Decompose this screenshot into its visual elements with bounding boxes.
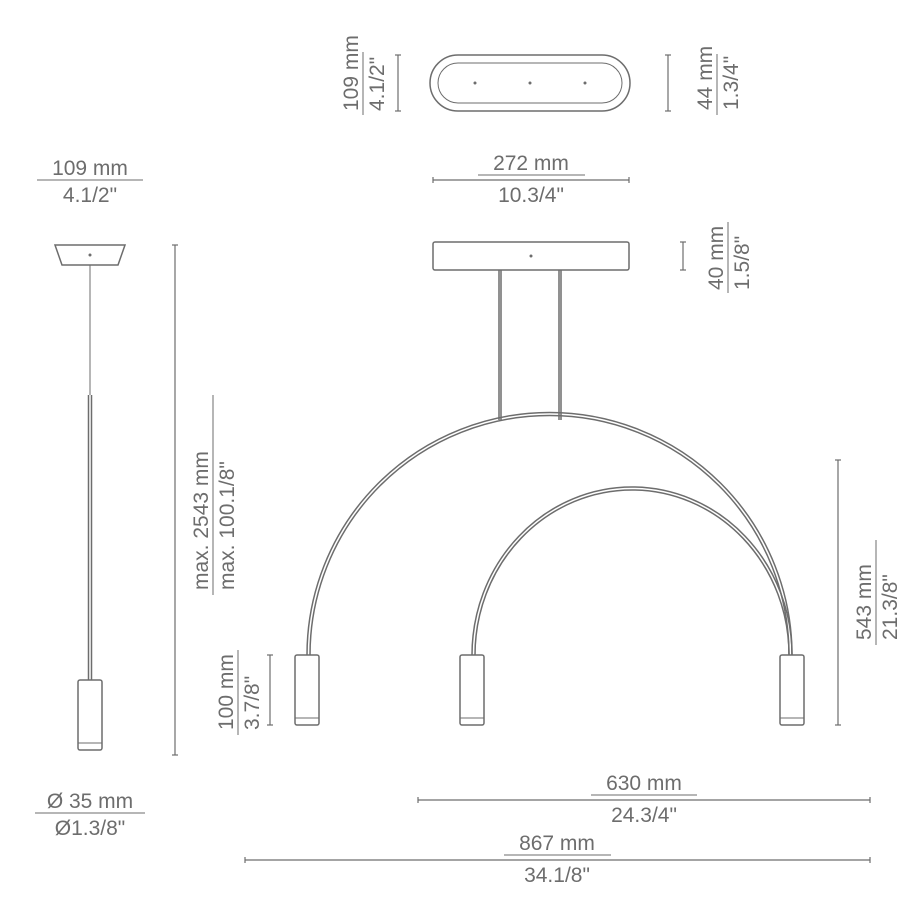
pendant-canopy-in: 4.1/2" [63, 184, 117, 207]
pendant-height-in: max. 100.1/8" [216, 461, 239, 590]
inner-span-dim: 630 mm 24.3/4" [418, 772, 870, 827]
pendant-height-mm: max. 2543 mm [190, 451, 213, 590]
canopy-plan-depth-in: 1.3/4" [720, 56, 743, 110]
inner-span-in: 24.3/4" [611, 804, 677, 827]
pendant-side-view [55, 245, 125, 750]
canopy-plan-width-in: 4.1/2" [366, 57, 389, 111]
cyl-h-in: 3.7/8" [241, 676, 264, 730]
inner-span-mm: 630 mm [606, 772, 682, 795]
canopy-h-mm: 40 mm [705, 226, 728, 290]
canopy-plan-view [430, 55, 630, 111]
canopy-width-in: 10.3/4" [498, 184, 564, 207]
pendant-dia-mm: Ø 35 mm [47, 790, 133, 813]
arch-h-mm: 543 mm [853, 564, 876, 640]
technical-drawing: 109 mm 4.1/2" 44 mm 1.3/4" 272 mm 10.3/4… [0, 0, 921, 921]
cylinder-height-dim: 100 mm 3.7/8" [215, 650, 273, 735]
canopy-plan-depth-dim: 44 mm 1.3/4" [665, 46, 743, 115]
pendant-diameter-dim: Ø 35 mm Ø1.3/8" [35, 790, 145, 840]
outer-span-in: 34.1/8" [524, 864, 590, 887]
pendant-canopy-dim: 109 mm 4.1/2" [37, 157, 143, 207]
arch-h-in: 21.3/8" [879, 574, 902, 640]
cyl-h-mm: 100 mm [215, 654, 238, 730]
main-fixture-side-view [295, 242, 804, 725]
outer-span-dim: 867 mm 34.1/8" [245, 832, 870, 887]
outer-span-mm: 867 mm [519, 832, 595, 855]
pendant-dia-in: Ø1.3/8" [55, 817, 126, 840]
canopy-plan-depth-mm: 44 mm [694, 46, 717, 110]
canopy-plan-width-dim: 109 mm 4.1/2" [340, 35, 401, 115]
canopy-height-dim: 40 mm 1.5/8" [680, 222, 754, 293]
canopy-plan-width-mm: 109 mm [340, 35, 363, 111]
canopy-h-in: 1.5/8" [731, 236, 754, 290]
pendant-canopy-mm: 109 mm [52, 157, 128, 180]
canopy-width-dim: 272 mm 10.3/4" [433, 152, 629, 207]
canopy-width-mm: 272 mm [493, 152, 569, 175]
arch-height-dim: 543 mm 21.3/8" [835, 460, 902, 725]
